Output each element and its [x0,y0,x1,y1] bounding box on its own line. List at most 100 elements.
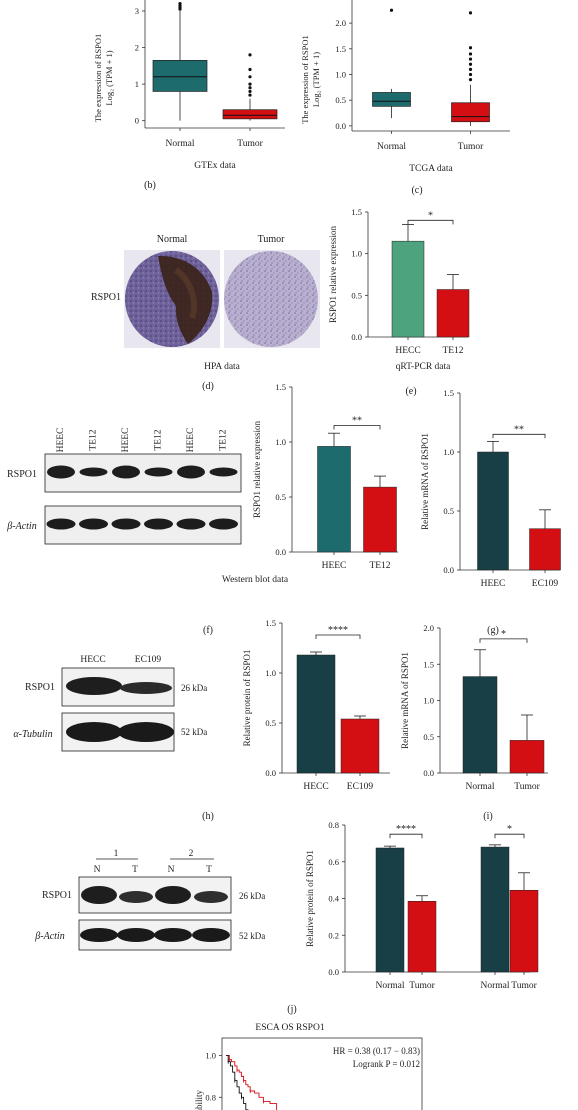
x-tick-label: Normal [377,142,406,152]
panel-label-d: (d) [202,381,214,392]
y-axis-label: Relative mRNA of RSPO1 [400,652,410,749]
chart-title: ESCA OS RSPO1 [255,1023,324,1033]
y-axis-label: Relative mRNA of RSPO1 [420,433,430,530]
panel-label-b: (b) [144,180,156,191]
outlier-point [468,67,473,71]
y-tick-label: 0.4 [328,894,339,904]
blot-h-size-2: 52 kDa [181,727,207,737]
significance-label: ** [514,424,524,435]
x-tick-label: Normal [165,139,194,149]
blot-f-band-actin [144,518,173,530]
y-tick-label: 3 [135,6,139,16]
y-axis-label: Relative protein of RSPO1 [305,850,315,947]
outlier-point [468,57,473,61]
y-tick-label: 0.0 [265,768,276,778]
chart-g: 0.0 0.5 1.0 1.5 HEEC EC109 ** Relative mRNA of … [420,388,561,589]
y-tick-label: 1.5 [265,618,276,628]
x-tick-label: Tumor [409,981,435,991]
outlier-point [178,2,182,6]
box-normal [152,59,208,92]
blot-f-row-rspo1: RSPO1 [7,469,37,480]
chart-i: 0.0 0.5 1.0 1.5 2.0 Normal Tumor * Relative mRNA… [400,623,548,792]
blot-j-lane-4: T [206,865,212,875]
panel-label-c: (c) [411,185,422,196]
x-tick-label: EC109 [347,782,374,792]
y-tick-label: 0.0 [423,768,434,778]
bar-te12 [363,486,397,553]
outlier-point [389,8,394,12]
ihc-normal-label: Normal [157,234,188,245]
panel-label-i: (i) [483,811,492,822]
survival-curve-low [226,1055,278,1110]
blot-j-row-actin: β-Actin [34,931,64,942]
panel-label-g: (g) [487,625,499,636]
panel-f-blot: HEEC TE12 HEEC TE12 HEEC TE12 RSPO1 β-Actin W… [6,428,289,585]
y-tick-label: 0.6 [328,857,339,867]
bar-hecc [296,654,336,774]
significance-label: * [428,210,433,221]
y-tick-label: 1.0 [423,696,434,706]
blot-j-size-2: 52 kDa [239,931,265,941]
y-tick-label: 1.0 [275,437,286,447]
blot-h-size-1: 26 kDa [181,683,207,693]
blot-h-lane-2: EC109 [135,655,162,665]
outlier-point [468,62,473,66]
blot-f-caption: Western blot data [222,575,289,585]
x-tick-label: Normal [480,981,509,991]
x-tick-label: HECC [395,346,420,356]
significance-label: ** [352,416,362,427]
significance-bracket [494,833,525,839]
y-tick-label: 0.5 [423,732,434,742]
blot-j-size-1: 26 kDa [239,891,265,901]
y-tick-label: 1.0 [443,447,454,457]
outlier-point [468,46,473,50]
y-tick-label: 1.0 [351,249,362,259]
significance-label: **** [328,625,348,636]
hazard-ratio-annotation: HR = 0.38 (0.17 − 0.83) [333,1046,420,1056]
blot-h-lane-1: HECC [80,655,105,665]
significance-bracket [389,833,423,839]
x-tick-label: Tumor [514,782,540,792]
bar-tumor [509,889,539,973]
blot-f-lanes: HEEC TE12 HEEC TE12 HEEC TE12 [56,428,229,453]
x-tick-label: Normal [465,782,494,792]
bar-tumor [407,901,437,973]
bar-ec109 [340,718,380,774]
blot-f-band-actin [46,518,76,530]
y-tick-label: 0.0 [351,332,362,342]
blot-f-lane-6: TE12 [219,429,229,450]
blot-f-band-rspo1 [144,467,173,477]
significance-label: **** [396,824,416,835]
outlier-point [468,72,473,77]
ihc-row-label: RSPO1 [91,292,121,303]
outlier-point [248,89,252,94]
significance-bracket [479,638,528,643]
blot-f-lane-5: HEEC [186,428,196,453]
y-tick-label: 0.5 [351,290,362,300]
chart-e: 0.0 0.5 1.0 1.5 HECC TE12 * RSPO1 relative expr… [328,207,470,372]
bar-normal [375,847,405,973]
x-axis-label: GTEx data [194,161,236,171]
x-tick-label: HEEC [481,579,506,589]
blot-f-band-rspo1 [112,465,140,479]
blot-j-lane-2: T [132,865,138,875]
blot-j-lane-1: N [94,865,101,875]
significance-bracket [407,219,454,225]
blot-f-band-actin [79,518,108,530]
logrank-annotation: Logrank P = 0.012 [353,1059,420,1069]
blot-f-rspo1-box [44,453,242,493]
outlier-point [468,52,473,56]
ihc-tumor-label: Tumor [258,234,286,245]
blot-f-band-rspo1 [177,465,205,479]
blot-f-lane-3: HEEC [121,428,131,453]
significance-bracket [333,425,381,430]
panel-label-f: (f) [203,625,213,636]
y-axis-label: The expression of RSPO1 [93,34,103,123]
chart-f: 0.0 0.5 1.0 1.5 HEEC TE12 ** RSPO1 relative exp… [252,382,398,571]
y-tick-label: 2 [135,43,139,53]
blot-f-row-actin: β-Actin [6,521,36,532]
panel-h-blot: HECC EC109 RSPO1 α-Tubulin 26 kDa 52 kDa [13,655,207,752]
blot-f-lane-4: TE12 [154,429,164,450]
blot-f-band-rspo1 [47,465,75,479]
